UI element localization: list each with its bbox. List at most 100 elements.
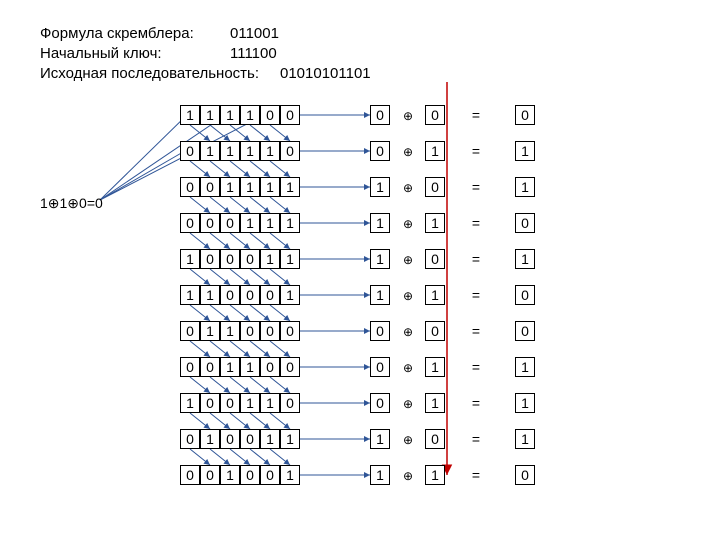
- register-cell: 1: [240, 141, 260, 161]
- register-cell: 1: [260, 213, 280, 233]
- register-cell: 1: [200, 105, 220, 125]
- register-cell: 1: [220, 465, 240, 485]
- register-cell: 1: [260, 249, 280, 269]
- equals-symbol: =: [470, 179, 482, 195]
- xor-symbol: ⊕: [402, 433, 414, 447]
- xor-symbol: ⊕: [402, 361, 414, 375]
- register-cell: 1: [260, 141, 280, 161]
- register-cell: 0: [260, 105, 280, 125]
- equals-symbol: =: [470, 215, 482, 231]
- register-cell: 1: [200, 321, 220, 341]
- tap-output-cell: 0: [370, 393, 390, 413]
- equals-symbol: =: [470, 287, 482, 303]
- register-cell: 1: [280, 285, 300, 305]
- register-cell: 0: [200, 249, 220, 269]
- input-bit-cell: 1: [425, 393, 445, 413]
- register-cell: 1: [260, 429, 280, 449]
- xor-symbol: ⊕: [402, 325, 414, 339]
- tap-output-cell: 1: [370, 429, 390, 449]
- register-cell: 1: [180, 105, 200, 125]
- register-cell: 1: [200, 141, 220, 161]
- register-cell: 0: [200, 465, 220, 485]
- register-cell: 1: [280, 465, 300, 485]
- register-cell: 0: [200, 213, 220, 233]
- result-cell: 1: [515, 177, 535, 197]
- register-cell: 0: [280, 321, 300, 341]
- register-cell: 0: [260, 285, 280, 305]
- equals-symbol: =: [470, 431, 482, 447]
- input-bit-cell: 1: [425, 285, 445, 305]
- result-cell: 1: [515, 393, 535, 413]
- xor-symbol: ⊕: [402, 253, 414, 267]
- input-bit-cell: 1: [425, 357, 445, 377]
- xor-symbol: ⊕: [402, 109, 414, 123]
- tap-output-cell: 1: [370, 213, 390, 233]
- equals-symbol: =: [470, 359, 482, 375]
- result-cell: 0: [515, 321, 535, 341]
- input-bit-cell: 0: [425, 177, 445, 197]
- header-line3-label: Исходная последовательность:: [40, 65, 259, 82]
- xor-annotation: 1⊕1⊕0=0: [40, 195, 103, 212]
- register-cell: 0: [220, 393, 240, 413]
- result-cell: 0: [515, 285, 535, 305]
- tap-output-cell: 0: [370, 105, 390, 125]
- register-cell: 1: [180, 249, 200, 269]
- register-cell: 0: [180, 357, 200, 377]
- tap-output-cell: 1: [370, 249, 390, 269]
- register-cell: 0: [180, 321, 200, 341]
- register-cell: 0: [180, 141, 200, 161]
- tap-output-cell: 0: [370, 357, 390, 377]
- register-cell: 1: [240, 213, 260, 233]
- register-cell: 0: [280, 393, 300, 413]
- header-line3-value: 01010101101: [280, 65, 371, 82]
- register-cell: 1: [180, 393, 200, 413]
- result-cell: 1: [515, 249, 535, 269]
- register-cell: 0: [220, 429, 240, 449]
- register-cell: 1: [240, 393, 260, 413]
- register-cell: 0: [240, 285, 260, 305]
- input-bit-cell: 0: [425, 105, 445, 125]
- register-cell: 1: [220, 357, 240, 377]
- equals-symbol: =: [470, 143, 482, 159]
- header-line1-value: 011001: [230, 25, 279, 42]
- register-cell: 0: [240, 249, 260, 269]
- register-cell: 0: [180, 465, 200, 485]
- register-cell: 0: [180, 177, 200, 197]
- equals-symbol: =: [470, 251, 482, 267]
- input-bit-cell: 1: [425, 465, 445, 485]
- result-cell: 1: [515, 357, 535, 377]
- tap-output-cell: 0: [370, 321, 390, 341]
- register-cell: 1: [260, 177, 280, 197]
- register-cell: 0: [220, 213, 240, 233]
- register-cell: 0: [180, 429, 200, 449]
- xor-symbol: ⊕: [402, 289, 414, 303]
- register-cell: 0: [260, 465, 280, 485]
- xor-symbol: ⊕: [402, 469, 414, 483]
- register-cell: 1: [220, 105, 240, 125]
- register-cell: 0: [220, 249, 240, 269]
- register-cell: 0: [260, 321, 280, 341]
- register-cell: 0: [280, 357, 300, 377]
- register-cell: 1: [280, 249, 300, 269]
- register-cell: 0: [260, 357, 280, 377]
- register-cell: 0: [220, 285, 240, 305]
- xor-symbol: ⊕: [402, 181, 414, 195]
- register-cell: 1: [220, 177, 240, 197]
- register-cell: 0: [280, 105, 300, 125]
- register-cell: 0: [240, 429, 260, 449]
- equals-symbol: =: [470, 323, 482, 339]
- register-cell: 1: [220, 141, 240, 161]
- header-line2-value: 111100: [230, 45, 277, 62]
- register-cell: 0: [240, 465, 260, 485]
- register-cell: 0: [200, 357, 220, 377]
- header-line1-label: Формула скремблера:: [40, 25, 194, 42]
- equals-symbol: =: [470, 467, 482, 483]
- result-cell: 0: [515, 213, 535, 233]
- header-line2-label: Начальный ключ:: [40, 45, 162, 62]
- register-cell: 0: [200, 393, 220, 413]
- register-cell: 1: [240, 105, 260, 125]
- register-cell: 1: [240, 177, 260, 197]
- equals-symbol: =: [470, 107, 482, 123]
- xor-symbol: ⊕: [402, 145, 414, 159]
- register-cell: 1: [280, 213, 300, 233]
